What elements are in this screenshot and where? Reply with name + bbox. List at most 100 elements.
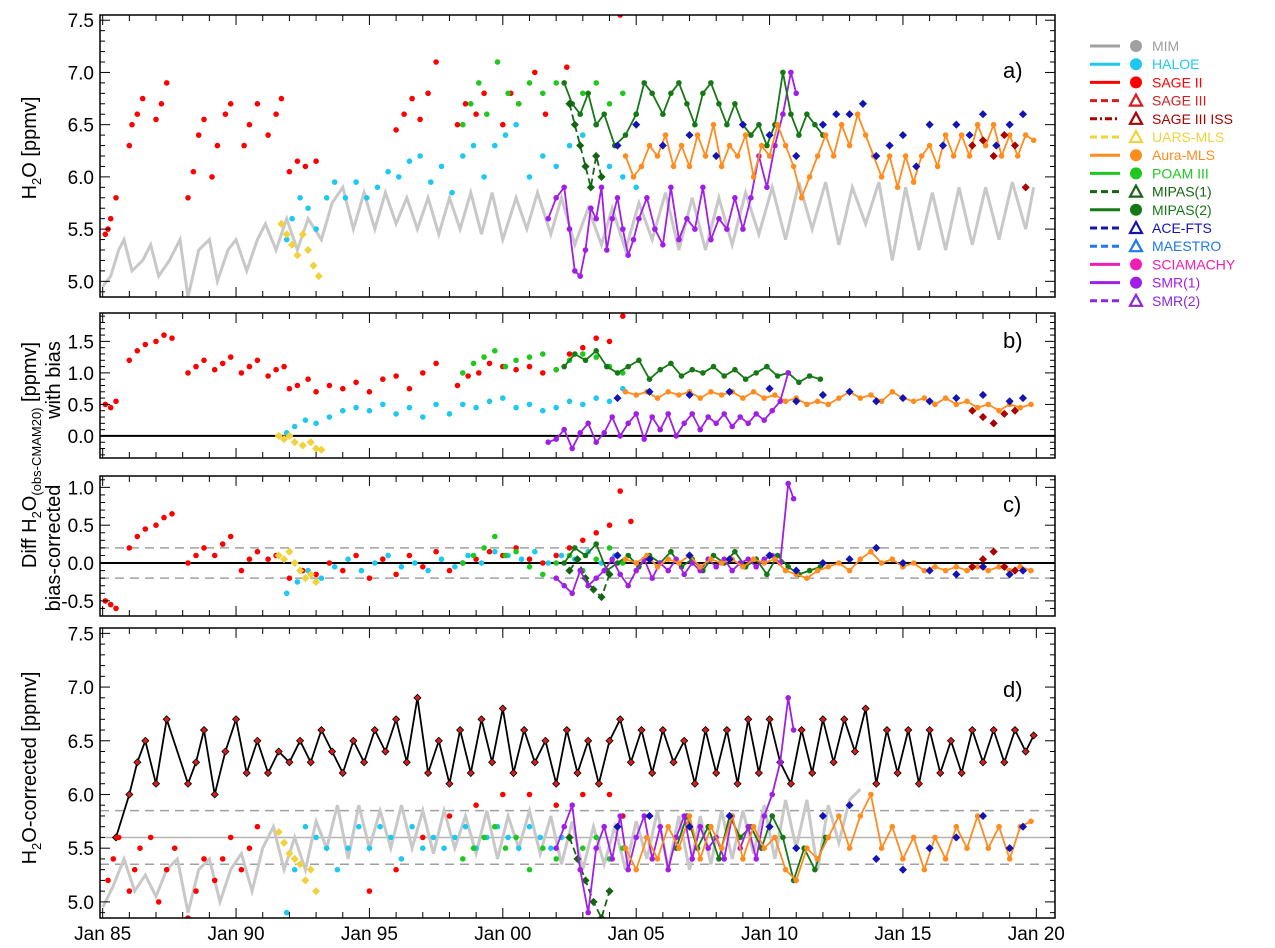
series-sage-iii	[111, 693, 1038, 842]
data-point	[134, 348, 141, 354]
data-point	[513, 548, 519, 555]
data-point	[553, 856, 559, 862]
data-point	[792, 397, 801, 406]
panel-c: -0.5 0.0 0.5 1.0 c)	[61, 475, 1056, 617]
data-point	[662, 132, 669, 138]
data-point	[840, 715, 849, 724]
data-point	[613, 394, 622, 403]
data-point	[142, 341, 149, 348]
data-point	[857, 556, 864, 562]
data-point	[353, 379, 359, 386]
data-point	[793, 90, 799, 97]
legend-label: SAGE II	[1152, 74, 1203, 90]
data-point	[761, 845, 767, 851]
series-line	[624, 111, 1035, 201]
data-point	[921, 866, 928, 873]
data-point	[401, 111, 407, 117]
data-point	[283, 236, 290, 243]
data-point	[470, 552, 477, 559]
data-point	[492, 533, 498, 540]
data-point	[420, 564, 426, 570]
data-point	[758, 142, 765, 149]
data-point	[509, 768, 518, 778]
data-point	[296, 860, 305, 869]
data-point	[274, 551, 283, 560]
data-point	[433, 360, 439, 367]
data-point	[171, 845, 178, 851]
data-point	[914, 779, 924, 788]
data-point	[323, 195, 330, 201]
data-point	[765, 131, 774, 140]
data-point	[989, 725, 998, 735]
legend-label: SMR(2)	[1152, 293, 1200, 309]
x-tick-label: Jan 00	[474, 924, 531, 945]
data-point	[780, 834, 786, 841]
data-point	[569, 802, 575, 808]
data-point	[633, 411, 639, 417]
data-point	[774, 373, 781, 379]
data-point	[732, 548, 738, 555]
data-point	[878, 560, 885, 566]
data-point	[804, 575, 810, 581]
data-point	[580, 845, 586, 851]
data-point	[566, 398, 573, 405]
data-point	[729, 423, 735, 430]
data-point	[593, 215, 599, 222]
data-point	[665, 556, 671, 562]
data-point	[617, 433, 623, 439]
data-point	[790, 727, 797, 733]
data-point	[406, 385, 413, 392]
data-point	[989, 547, 998, 556]
data-point	[654, 395, 661, 401]
data-point	[898, 394, 908, 403]
data-point	[872, 543, 881, 552]
data-point	[668, 90, 674, 97]
y-tick-label: 1.0	[68, 478, 94, 499]
data-point	[573, 768, 582, 778]
data-point	[193, 363, 199, 370]
data-point	[425, 90, 431, 97]
data-point	[460, 856, 466, 862]
data-point	[526, 354, 533, 360]
data-point	[380, 376, 386, 383]
data-point	[513, 357, 519, 364]
data-point	[105, 877, 111, 884]
data-point	[584, 736, 593, 745]
data-point	[830, 153, 837, 159]
data-point	[644, 834, 650, 841]
data-point	[685, 822, 694, 831]
series-uars-mls	[274, 431, 326, 454]
legend-label: ACE-FTS	[1152, 220, 1212, 236]
data-point	[290, 854, 299, 863]
series-ace-fts	[613, 99, 1028, 171]
data-point	[565, 833, 574, 842]
data-point	[449, 189, 455, 196]
data-point	[605, 736, 614, 745]
data-point	[374, 184, 381, 191]
data-point	[769, 407, 775, 414]
data-point	[460, 401, 466, 408]
data-point	[566, 351, 573, 357]
data-point	[396, 174, 402, 180]
data-point	[481, 834, 487, 841]
data-point	[648, 768, 657, 778]
data-point	[580, 537, 586, 544]
data-point	[697, 856, 703, 862]
data-point	[304, 245, 313, 255]
data-point	[580, 351, 586, 357]
data-point	[957, 768, 966, 778]
data-point	[438, 556, 445, 562]
data-point	[526, 363, 533, 370]
data-point	[769, 791, 775, 798]
data-point	[654, 153, 661, 159]
data-point	[113, 605, 119, 612]
data-point	[668, 184, 674, 191]
data-point	[313, 158, 319, 164]
data-point	[633, 834, 639, 841]
series-haloe	[283, 121, 639, 243]
data-point	[301, 574, 310, 583]
data-point	[191, 758, 201, 767]
legend: MIM HALOE SAGE II SAGE III SAGE III ISS UARS-…	[1090, 38, 1236, 309]
data-point	[577, 430, 583, 436]
data-point	[921, 395, 928, 401]
